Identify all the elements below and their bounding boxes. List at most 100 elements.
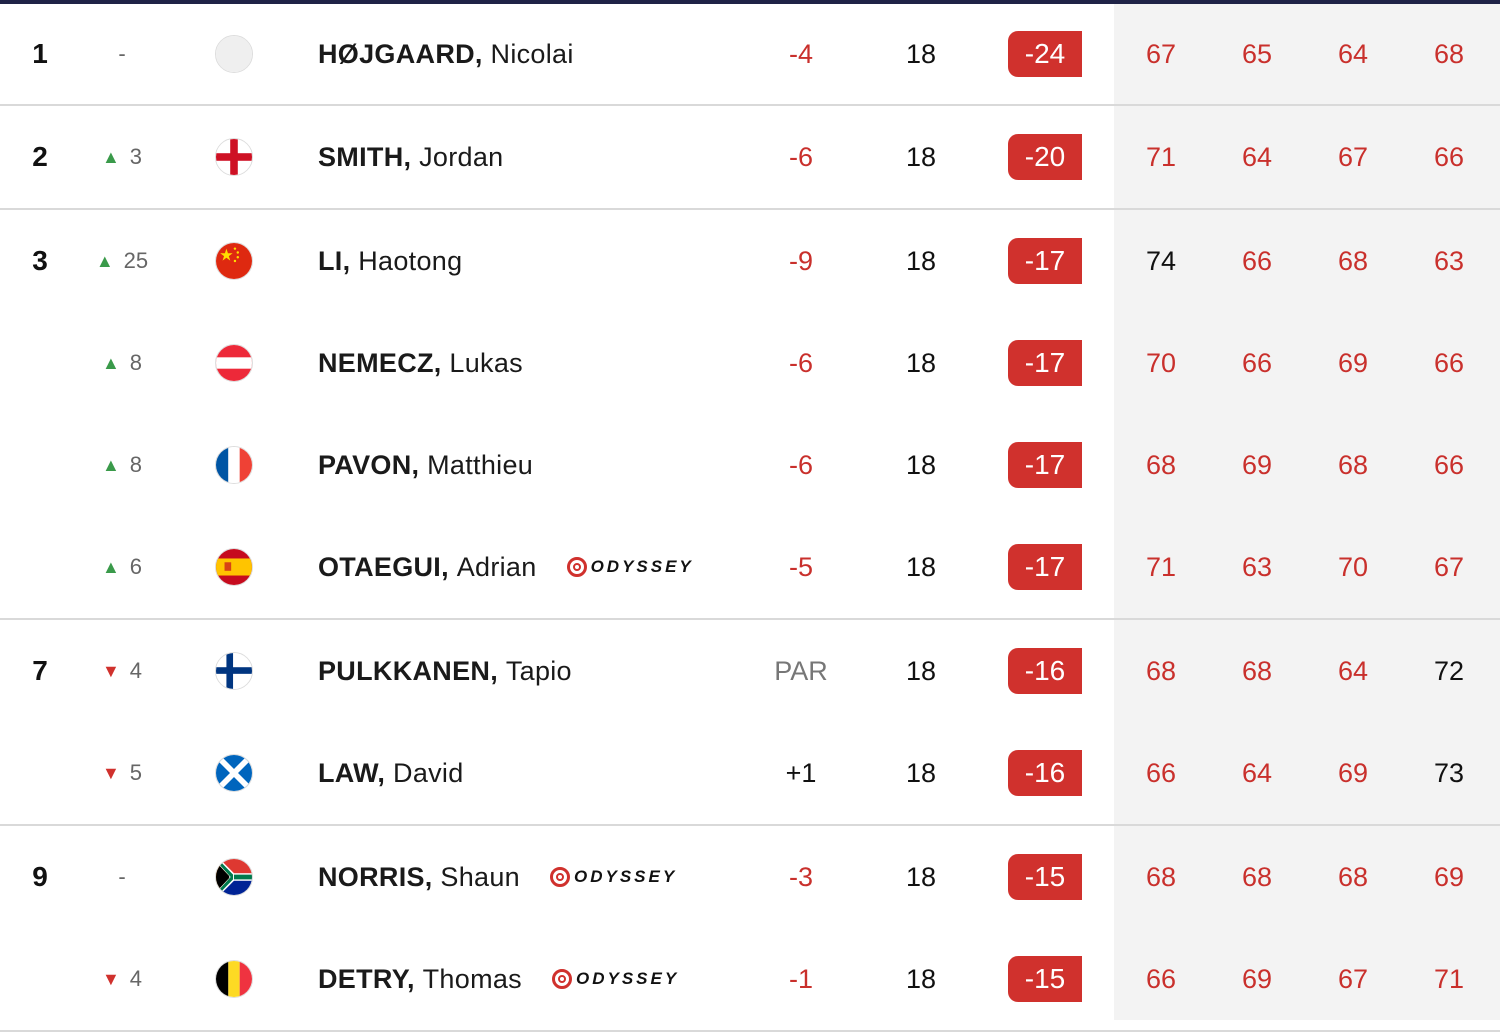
today-score: -9 [788, 245, 813, 276]
player-first-name[interactable]: Matthieu [427, 449, 534, 480]
china-flag-icon [215, 242, 253, 280]
player-first-name[interactable]: Lukas [449, 347, 523, 378]
thru-holes: 18 [905, 551, 937, 582]
position-movement: ▼ 4 [90, 620, 154, 722]
round-4-score: 66 [1433, 141, 1465, 172]
total-score-badge: -24 [1008, 31, 1082, 77]
position: 9 [0, 826, 80, 928]
player-last-name[interactable]: LI, [318, 245, 351, 276]
round-1-score: 70 [1145, 347, 1177, 378]
today-score: +1 [785, 757, 817, 788]
total-score: -16 [1008, 722, 1082, 824]
leaderboard-row[interactable]: 2 ▲ 3 SMITH, Jordan -6 18 -20 71 64 67 66 [0, 104, 1500, 208]
round-2-score: 65 [1241, 38, 1273, 69]
sponsor-logo: ODYSSEY [551, 969, 680, 989]
player-first-name[interactable]: Thomas [422, 963, 522, 994]
player-name[interactable]: SMITH, Jordan [318, 106, 503, 208]
total-score-badge: -16 [1008, 648, 1082, 694]
player-first-name[interactable]: David [393, 757, 464, 788]
leaderboard-row[interactable]: ▲ 8 NEMECZ, Lukas -6 18 -17 70 66 69 66 [0, 312, 1500, 414]
player-first-name[interactable]: Haotong [358, 245, 463, 276]
total-score: -17 [1008, 414, 1082, 516]
odyssey-swirl-icon [550, 867, 570, 887]
round-3-score: 67 [1337, 141, 1369, 172]
player-name[interactable]: LI, Haotong [318, 210, 462, 312]
total-score-badge: -17 [1008, 544, 1082, 590]
player-name[interactable]: DETRY, Thomas ODYSSEY [318, 928, 679, 1030]
round-3-score: 70 [1337, 551, 1369, 582]
france-flag-icon [215, 446, 253, 484]
round-4-score: 73 [1433, 757, 1465, 788]
leaderboard-row[interactable]: ▲ 6 OTAEGUI, Adrian ODYSSEY -5 18 -17 71 … [0, 516, 1500, 618]
player-name[interactable]: HØJGAARD, Nicolai [318, 4, 574, 104]
player-last-name[interactable]: SMITH, [318, 141, 412, 172]
leaderboard-row[interactable]: ▼ 4 DETRY, Thomas ODYSSEY -1 18 -15 66 69… [0, 928, 1500, 1032]
position: 1 [0, 4, 80, 104]
odyssey-swirl-icon [551, 969, 572, 989]
position-value: 3 [32, 245, 48, 276]
player-last-name[interactable]: DETRY, [318, 963, 415, 994]
player-name[interactable]: NORRIS, Shaun ODYSSEY [318, 826, 677, 928]
total-score: -15 [1008, 826, 1082, 928]
thru-holes: 18 [905, 963, 937, 994]
player-last-name[interactable]: OTAEGUI, [318, 551, 449, 582]
leaderboard-row[interactable]: 1 - HØJGAARD, Nicolai -4 18 -24 67 65 64… [0, 4, 1500, 104]
player-last-name[interactable]: NEMECZ, [318, 347, 442, 378]
round-4-score: 68 [1433, 38, 1465, 69]
player-name[interactable]: PAVON, Matthieu [318, 414, 533, 516]
movement-value: 6 [129, 554, 143, 579]
player-name[interactable]: PULKKANEN, Tapio [318, 620, 572, 722]
round-2-score: 64 [1241, 757, 1273, 788]
leaderboard-row[interactable]: ▲ 8 PAVON, Matthieu -6 18 -17 68 69 68 66 [0, 414, 1500, 516]
player-last-name[interactable]: PAVON, [318, 449, 420, 480]
england-flag-icon [215, 138, 253, 176]
movement-value: 8 [129, 452, 143, 477]
player-last-name[interactable]: NORRIS, [318, 861, 433, 892]
player-name[interactable]: OTAEGUI, Adrian ODYSSEY [318, 516, 694, 618]
today-score: -1 [788, 963, 813, 994]
player-first-name[interactable]: Shaun [440, 861, 520, 892]
leaderboard-row[interactable]: 9 - NORRIS, Shaun ODYSSEY -3 18 -15 68 6… [0, 824, 1500, 928]
player-first-name[interactable]: Adrian [456, 551, 537, 582]
position-movement: ▲ 3 [90, 106, 154, 208]
austria-flag-icon [215, 344, 253, 382]
position: 7 [0, 620, 80, 722]
player-last-name[interactable]: HØJGAARD, [318, 38, 483, 69]
player-name[interactable]: NEMECZ, Lukas [318, 312, 523, 414]
arrow-up-icon: ▲ [101, 352, 120, 373]
today-score: -4 [788, 38, 813, 69]
leaderboard-row[interactable]: 3 ▲ 25 LI, Haotong -9 18 -17 74 66 68 63 [0, 208, 1500, 312]
round-1-score: 68 [1145, 655, 1177, 686]
round-3-score: 64 [1337, 38, 1369, 69]
player-first-name[interactable]: Tapio [505, 655, 572, 686]
player-last-name[interactable]: LAW, [318, 757, 386, 788]
total-score: -20 [1008, 106, 1082, 208]
position-movement: ▲ 8 [90, 312, 154, 414]
position-movement: - [90, 826, 154, 928]
player-first-name[interactable]: Jordan [419, 141, 504, 172]
position [0, 928, 80, 1030]
total-score: -17 [1008, 516, 1082, 618]
round-2-score: 68 [1241, 655, 1273, 686]
total-score: -15 [1008, 928, 1082, 1030]
thru-holes: 18 [905, 449, 937, 480]
leaderboard-row[interactable]: 7 ▼ 4 PULKKANEN, Tapio PAR 18 -16 68 68 6… [0, 618, 1500, 722]
belgium-flag-icon [215, 960, 253, 998]
round-3-score: 68 [1337, 861, 1369, 892]
round-2-score: 64 [1241, 141, 1273, 172]
player-first-name[interactable]: Nicolai [490, 38, 574, 69]
round-4-score: 69 [1433, 861, 1465, 892]
total-score-badge: -17 [1008, 340, 1082, 386]
total-score: -24 [1008, 4, 1082, 104]
position-value: 7 [32, 655, 48, 686]
player-name[interactable]: LAW, David [318, 722, 464, 824]
leaderboard-row[interactable]: ▼ 5 LAW, David +1 18 -16 66 64 69 73 [0, 722, 1500, 824]
arrow-down-icon: ▼ [101, 660, 120, 681]
thru-holes: 18 [905, 757, 937, 788]
position [0, 722, 80, 824]
thru-holes: 18 [905, 347, 937, 378]
player-last-name[interactable]: PULKKANEN, [318, 655, 499, 686]
round-1-score: 68 [1145, 861, 1177, 892]
sponsor-name: ODYSSEY [575, 969, 680, 988]
position-value: 2 [32, 141, 48, 172]
